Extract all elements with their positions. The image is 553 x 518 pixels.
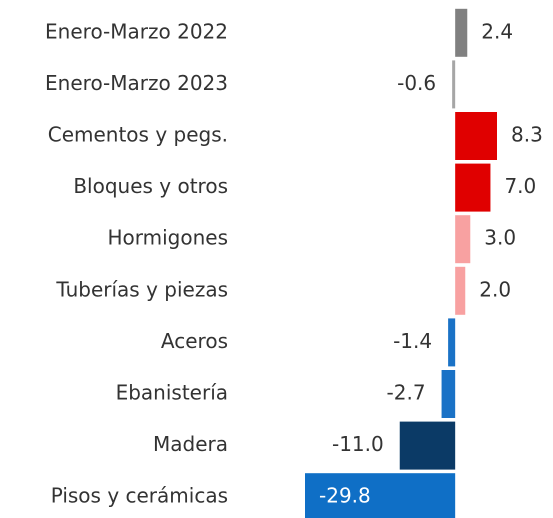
value-label: 3.0 (484, 226, 516, 250)
bar (399, 421, 456, 470)
value-label: -2.7 (387, 381, 426, 405)
bar (441, 370, 456, 418)
value-label: -29.8 (319, 484, 371, 508)
value-label: 2.0 (479, 277, 511, 301)
bar (452, 60, 456, 109)
bar (455, 215, 471, 264)
value-label: 2.4 (481, 19, 513, 43)
category-label: Madera (153, 432, 228, 456)
category-label: Cementos y pegs. (48, 123, 228, 147)
category-label: Pisos y cerámicas (51, 484, 228, 508)
category-label: Tuberías y piezas (55, 277, 228, 301)
category-label: Enero-Marzo 2022 (45, 19, 228, 43)
value-label: -11.0 (332, 432, 384, 456)
category-label: Aceros (161, 329, 228, 353)
value-label: -1.4 (393, 329, 432, 353)
category-label: Enero-Marzo 2023 (45, 71, 228, 95)
value-label: 8.3 (511, 123, 543, 147)
value-label: 7.0 (504, 174, 536, 198)
bar (455, 163, 491, 212)
bar (455, 8, 468, 57)
bar (305, 473, 456, 518)
category-label: Ebanistería (116, 381, 228, 405)
bar (448, 318, 456, 367)
bar (455, 112, 497, 160)
category-label: Bloques y otros (73, 174, 228, 198)
bar (455, 266, 466, 315)
value-label: -0.6 (397, 71, 436, 95)
category-label: Hormigones (107, 226, 228, 250)
